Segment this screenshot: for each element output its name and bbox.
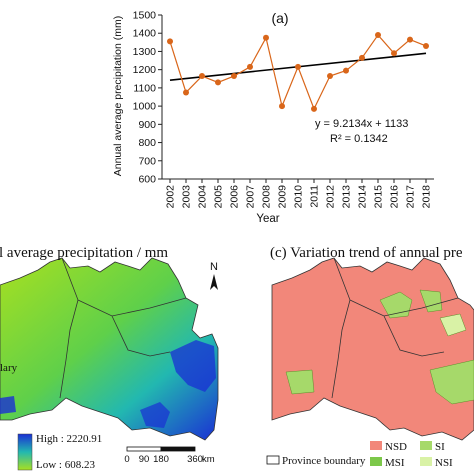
y-tick-label: 700	[138, 155, 156, 167]
scale-tick: 90	[139, 454, 150, 465]
legend-swatch-nsd	[370, 441, 382, 450]
si-patch	[419, 289, 443, 313]
y-tick-label: 1300	[133, 46, 157, 58]
legend-label-msi: MSI	[385, 457, 405, 469]
province-boundary	[331, 257, 459, 399]
data-point	[295, 63, 301, 70]
legend-swatch-si	[420, 441, 432, 450]
data-point	[247, 63, 253, 70]
r-squared: R² = 0.1342	[330, 133, 388, 145]
y-tick-label: 1200	[133, 64, 157, 76]
scale-tick: 0	[124, 454, 129, 465]
x-tick-label: 2015	[373, 185, 385, 209]
province-boundary-label: Province boundary	[282, 455, 366, 467]
data-point	[343, 67, 349, 74]
province-boundary-swatch	[266, 455, 280, 465]
data-point	[167, 38, 173, 45]
x-tick-label: 2011	[309, 185, 321, 208]
y-axis-title: Annual average precipitation (mm)	[112, 16, 124, 177]
legend-label-nsi: NSI	[435, 457, 453, 469]
legend-label-si: SI	[435, 441, 445, 453]
data-point	[391, 50, 397, 57]
series-line	[169, 34, 427, 111]
x-tick-label: 2013	[341, 185, 353, 209]
legend-low: Low : 608.23	[36, 459, 95, 471]
blue-patch	[140, 402, 170, 428]
x-tick-label: 2014	[357, 185, 369, 209]
y-tick-label: 900	[138, 119, 156, 131]
data-point	[231, 73, 237, 80]
x-tick-label: 2018	[421, 185, 433, 209]
region-shape	[0, 257, 219, 441]
x-tick-label: 2007	[245, 185, 257, 209]
data-point	[423, 42, 429, 49]
legend-swatch-msi	[370, 457, 382, 466]
region-shape	[271, 257, 474, 441]
x-axis-title: Year	[256, 213, 279, 225]
blue-patch	[0, 396, 16, 414]
x-tick-label: 2003	[181, 185, 193, 209]
trend-equation: y = 9.2134x + 1133	[315, 118, 408, 130]
legend-swatch-nsi	[420, 457, 432, 466]
x-tick-label: 2002	[165, 185, 177, 209]
panel-label: (a)	[271, 10, 288, 26]
data-point	[311, 105, 317, 112]
scale-tick: 180	[153, 454, 169, 465]
si-patch	[429, 359, 474, 405]
data-point	[327, 73, 333, 80]
y-tick-label: 600	[138, 174, 156, 186]
map-b-title: l average precipitation / mm	[0, 245, 168, 261]
north-label: N	[210, 261, 218, 273]
precipitation-map: l average precipitation / mm lary N High…	[0, 245, 219, 471]
y-tick-label: 1400	[133, 28, 157, 40]
data-points	[167, 32, 429, 112]
data-point	[215, 79, 221, 86]
x-tick-label: 2017	[405, 185, 417, 209]
x-tick-label: 2006	[229, 185, 241, 209]
scale-unit: km	[202, 454, 215, 465]
data-point	[199, 73, 205, 80]
scale-tick: 360	[187, 454, 203, 465]
data-point	[279, 103, 285, 110]
y-tick-label: 1100	[133, 82, 156, 94]
precipitation-line-chart: 600 700 800 900 1000 1100 1200 1300 1400 1500 200…	[112, 10, 434, 225]
data-point	[359, 54, 365, 61]
scale-bar: 0 90 180 360 km	[124, 446, 215, 465]
data-point	[183, 89, 189, 96]
y-axis-ticks: 600 700 800 900 1000 1100 1200 1300 1400 1500	[133, 10, 162, 186]
legend-color-ramp	[17, 433, 33, 471]
y-tick-label: 1500	[133, 10, 157, 22]
map-c-title: (c) Variation trend of annual pre	[270, 245, 463, 261]
y-tick-label: 800	[138, 137, 156, 149]
legend-partial-text: lary	[0, 362, 18, 374]
x-tick-label: 2008	[261, 185, 273, 209]
data-point	[407, 36, 413, 43]
legend-label-nsd: NSD	[385, 441, 407, 453]
x-tick-label: 2016	[389, 185, 401, 209]
x-tick-label: 2005	[213, 185, 225, 209]
legend-high: High : 2220.91	[36, 433, 102, 445]
north-arrow-icon	[210, 274, 218, 290]
x-tick-label: 2012	[325, 185, 337, 209]
x-axis-ticks: 2002 2003 2004 2005 2006 2007 2008 2009 2010 2011…	[165, 179, 433, 208]
x-tick-label: 2004	[197, 185, 209, 209]
trend-map: (c) Variation trend of annual pre Provin…	[266, 245, 474, 469]
x-tick-label: 2009	[277, 185, 289, 209]
x-tick-label: 2010	[293, 185, 305, 209]
data-point	[375, 32, 381, 39]
si-patch	[285, 369, 315, 395]
data-point	[263, 34, 269, 41]
nsi-patch	[439, 313, 467, 337]
y-tick-label: 1000	[133, 101, 157, 113]
province-boundary	[59, 257, 187, 399]
blue-patch	[170, 340, 216, 392]
